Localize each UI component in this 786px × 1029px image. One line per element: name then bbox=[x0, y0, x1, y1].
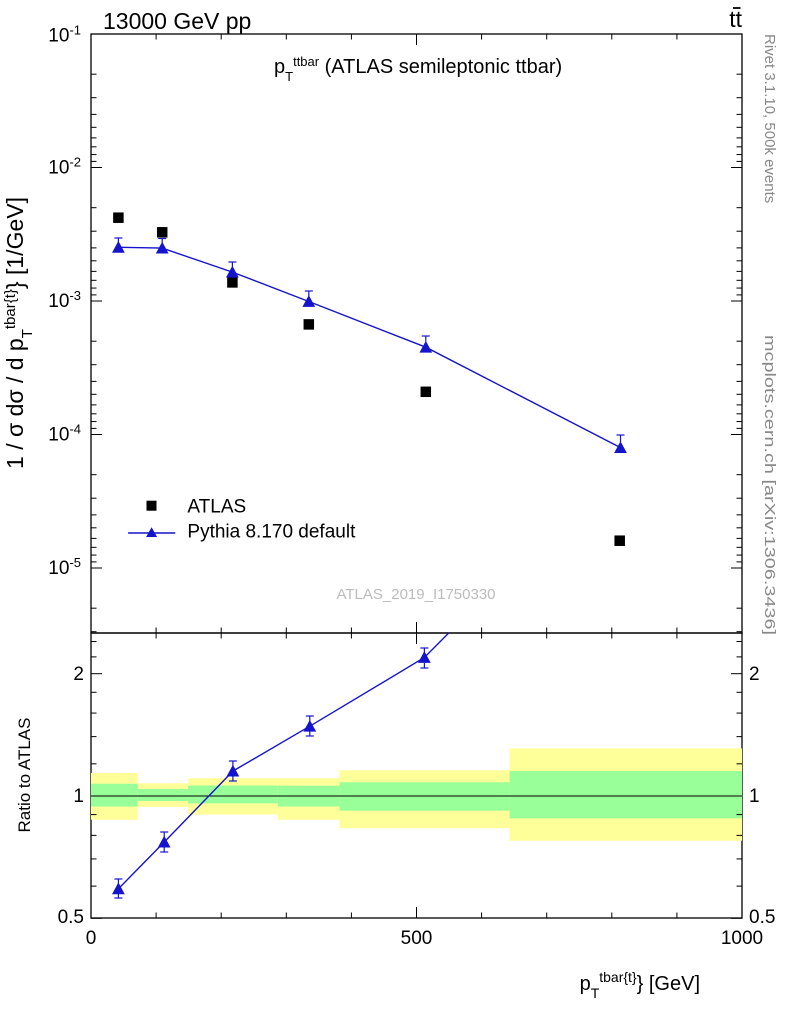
svg-text:2: 2 bbox=[749, 664, 760, 685]
svg-text:1: 1 bbox=[73, 786, 84, 807]
svg-text:0.5: 0.5 bbox=[749, 907, 775, 928]
svg-text:0.5: 0.5 bbox=[58, 907, 84, 928]
svg-text:ATLAS: ATLAS bbox=[187, 496, 246, 517]
svg-text:mcplots.cern.ch [arXiv:1306.34: mcplots.cern.ch [arXiv:1306.3436] bbox=[761, 335, 778, 635]
svg-text:500: 500 bbox=[401, 928, 433, 949]
svg-text:13000 GeV pp: 13000 GeV pp bbox=[103, 8, 251, 34]
svg-text:1: 1 bbox=[749, 786, 760, 807]
svg-text:ATLAS_2019_I1750330: ATLAS_2019_I1750330 bbox=[336, 586, 495, 603]
svg-text:Pythia 8.170 default: Pythia 8.170 default bbox=[187, 522, 356, 543]
svg-text:2: 2 bbox=[73, 664, 84, 685]
svg-text:0: 0 bbox=[86, 928, 97, 949]
svg-text:Rivet 3.1.10, 500k events: Rivet 3.1.10, 500k events bbox=[761, 34, 778, 203]
svg-text:1000: 1000 bbox=[721, 928, 763, 949]
svg-text:Ratio to ATLAS: Ratio to ATLAS bbox=[15, 718, 34, 833]
svg-text:tt: tt bbox=[729, 6, 742, 32]
